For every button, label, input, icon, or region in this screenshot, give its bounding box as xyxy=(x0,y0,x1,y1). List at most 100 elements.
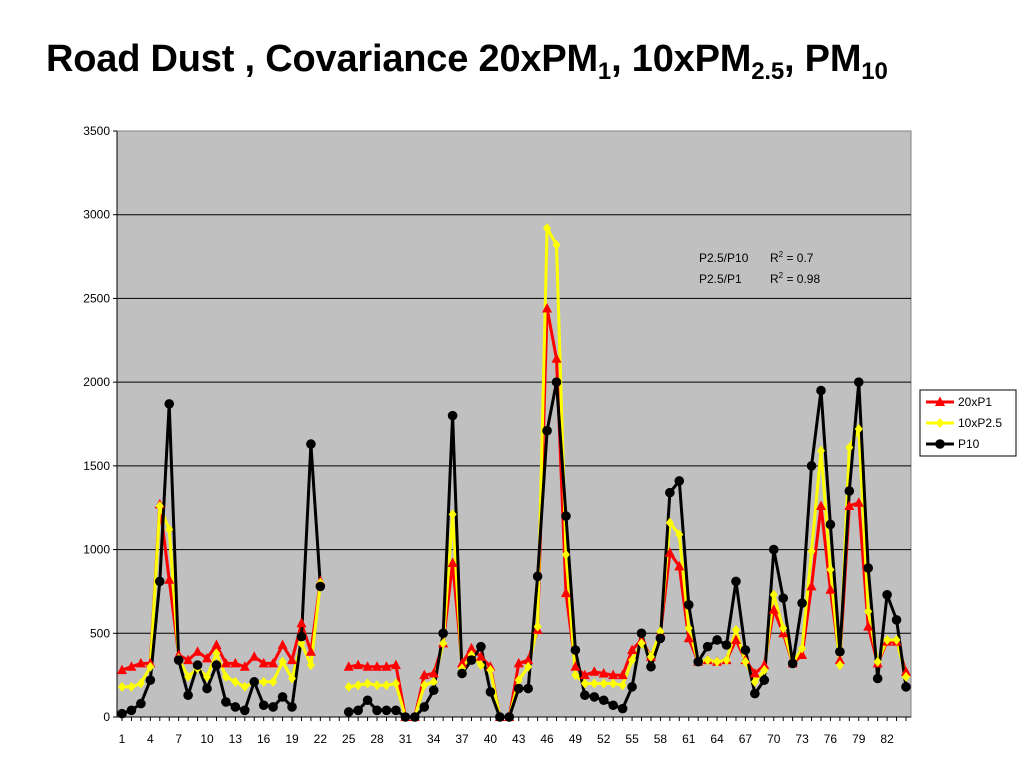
data-point-10xp2-5 xyxy=(543,223,552,234)
data-point-p10 xyxy=(787,658,798,669)
series-line-p10 xyxy=(121,402,322,716)
axes: 0 500 1000 1500 2000 2500 3000 3500 1 4 7 10 13 16 19 2… xyxy=(83,124,911,746)
x-tick-label: 79 xyxy=(852,732,866,746)
data-point-20xp1 xyxy=(390,659,401,670)
legend-label: 10xP2.5 xyxy=(958,416,1002,430)
x-tick-label: 76 xyxy=(824,732,838,746)
data-point-10xp2-5 xyxy=(363,678,372,689)
r-squared-annotation: P2.5/P10 R2 = 0.7 P2.5/P1 R2 = 0.98 xyxy=(699,250,820,286)
data-point-20xp1 xyxy=(126,661,137,671)
data-point-10xp2-5 xyxy=(618,680,627,691)
data-point-p10 xyxy=(665,487,675,498)
data-point-10xp2-5 xyxy=(760,665,769,676)
data-point-p10 xyxy=(863,563,874,573)
legend-item-p10: P10 xyxy=(926,437,980,451)
data-point-p10 xyxy=(372,705,382,716)
data-point-p10 xyxy=(702,641,713,652)
data-point-20xp1 xyxy=(797,649,808,660)
data-point-20xp1 xyxy=(117,664,127,675)
data-point-p10 xyxy=(806,461,817,471)
data-point-10xp2-5 xyxy=(684,623,693,634)
data-point-p10 xyxy=(154,576,165,587)
data-point-p10 xyxy=(825,519,836,530)
data-point-10xp2-5 xyxy=(713,656,722,667)
data-point-10xp2-5 xyxy=(552,239,561,250)
data-point-20xp1 xyxy=(730,634,741,644)
x-tick-label: 1 xyxy=(119,732,126,746)
data-point-10xp2-5 xyxy=(769,589,778,600)
data-point-10xp2-5 xyxy=(221,671,230,682)
data-point-10xp2-5 xyxy=(864,606,873,617)
data-point-20xp1 xyxy=(353,659,364,670)
data-point-p10 xyxy=(768,544,779,555)
x-tick-label: 55 xyxy=(625,732,639,746)
data-point-20xp1 xyxy=(287,654,298,665)
data-point-20xp1 xyxy=(815,500,826,511)
data-point-20xp1 xyxy=(863,621,874,631)
data-point-10xp2-5 xyxy=(136,678,145,689)
x-tick-label: 82 xyxy=(880,732,894,746)
data-point-20xp1 xyxy=(542,302,553,313)
data-point-p10 xyxy=(608,700,618,711)
data-point-20xp1 xyxy=(608,669,619,680)
data-point-20xp1 xyxy=(211,639,222,650)
data-point-20xp1 xyxy=(249,651,260,661)
data-point-10xp2-5 xyxy=(184,671,193,682)
data-point-p10 xyxy=(391,705,401,716)
data-point-20xp1 xyxy=(372,661,383,671)
data-point-20xp1 xyxy=(589,666,600,676)
plot-area xyxy=(116,130,912,718)
data-point-10xp2-5 xyxy=(373,680,382,691)
page-title: Road Dust , Covariance 20xPM1, 10xPM2.5,… xyxy=(46,38,888,85)
data-point-20xp1 xyxy=(381,661,392,671)
data-point-p10 xyxy=(476,641,486,652)
x-tick-label: 22 xyxy=(314,732,328,746)
data-point-20xp1 xyxy=(901,666,911,676)
x-tick-label: 58 xyxy=(654,732,668,746)
data-point-10xp2-5 xyxy=(665,517,674,528)
data-point-10xp2-5 xyxy=(816,445,825,456)
data-point-p10 xyxy=(249,677,260,687)
data-point-20xp1 xyxy=(523,654,534,665)
data-point-20xp1 xyxy=(220,657,231,668)
data-point-10xp2-5 xyxy=(476,660,485,671)
y-tick-label: 2000 xyxy=(83,375,110,389)
data-point-10xp2-5 xyxy=(609,678,618,689)
data-point-20xp1 xyxy=(683,632,694,643)
data-point-p10 xyxy=(627,682,637,692)
legend-item-20xp1: 20xP1 xyxy=(926,395,992,409)
legend-marker-20xp1 xyxy=(935,396,945,406)
data-point-p10 xyxy=(353,705,363,716)
data-point-10xp2-5 xyxy=(382,680,391,691)
data-point-p10 xyxy=(485,687,496,697)
data-point-p10 xyxy=(287,702,297,712)
data-point-p10 xyxy=(164,399,175,409)
data-point-10xp2-5 xyxy=(675,529,684,540)
data-point-10xp2-5 xyxy=(580,678,589,689)
data-point-p10 xyxy=(362,695,373,706)
data-point-p10 xyxy=(693,656,703,667)
data-point-20xp1 xyxy=(834,654,845,665)
x-tick-label: 37 xyxy=(455,732,469,746)
x-tick-label: 46 xyxy=(540,732,554,746)
data-point-p10 xyxy=(646,661,656,672)
data-point-p10 xyxy=(674,476,685,486)
data-point-p10 xyxy=(277,692,288,702)
data-point-p10 xyxy=(466,655,477,665)
data-point-p10 xyxy=(683,600,694,610)
data-point-p10 xyxy=(126,705,137,716)
data-point-20xp1 xyxy=(343,661,354,671)
data-point-p10 xyxy=(410,712,420,722)
data-point-10xp2-5 xyxy=(391,678,400,689)
x-tick-label: 28 xyxy=(370,732,384,746)
data-point-p10 xyxy=(589,692,600,702)
data-point-p10 xyxy=(551,377,562,387)
data-point-p10 xyxy=(816,385,826,396)
data-point-10xp2-5 xyxy=(854,424,863,435)
data-point-10xp2-5 xyxy=(892,634,901,645)
x-tick-label: 25 xyxy=(342,732,356,746)
data-point-10xp2-5 xyxy=(873,656,882,667)
data-point-p10 xyxy=(513,683,524,694)
x-tick-label: 40 xyxy=(484,732,498,746)
data-point-10xp2-5 xyxy=(637,638,646,649)
